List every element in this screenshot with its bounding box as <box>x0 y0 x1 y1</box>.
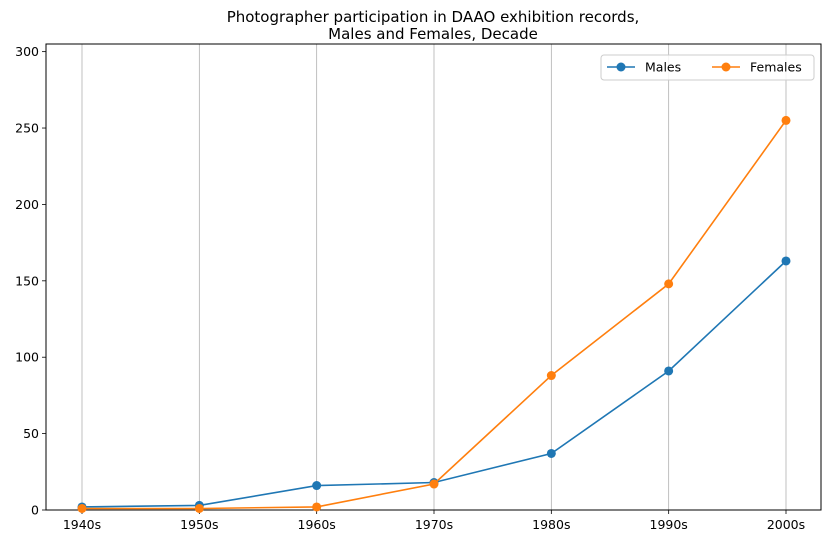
legend: Males Females <box>600 54 815 81</box>
x-tick-label: 1940s <box>63 517 101 532</box>
y-tick-label: 0 <box>31 503 39 518</box>
y-tick-label: 150 <box>15 273 39 288</box>
y-tick-label: 200 <box>15 197 39 212</box>
data-point <box>664 366 674 376</box>
x-tick-label: 1980s <box>532 517 570 532</box>
data-point <box>429 479 439 489</box>
grid-lines <box>81 44 787 510</box>
legend-label: Males <box>645 60 681 75</box>
x-tick-label: 1950s <box>180 517 218 532</box>
legend-label: Females <box>750 60 802 75</box>
data-point <box>194 503 204 513</box>
data-point <box>546 448 556 458</box>
legend-marker <box>616 62 626 72</box>
y-tick-label: 250 <box>15 121 39 136</box>
data-point <box>781 115 791 125</box>
series-layer <box>77 115 791 513</box>
data-point <box>781 256 791 266</box>
data-point <box>77 503 87 513</box>
axis-ticks: 1940s 1950s 1960s 1970s 1980s 1990s 2000s 0 50 10… <box>15 44 805 532</box>
y-tick-label: 50 <box>23 426 39 441</box>
x-tick-label: 2000s <box>767 517 805 532</box>
data-point <box>664 279 674 289</box>
chart-title-line-2: Males and Females, Decade <box>328 25 538 43</box>
plot-area-frame <box>45 43 822 511</box>
legend-marker <box>721 62 731 72</box>
x-tick-label: 1970s <box>415 517 453 532</box>
x-tick-label: 1960s <box>298 517 336 532</box>
y-tick-label: 300 <box>15 44 39 59</box>
data-point <box>546 371 556 381</box>
data-point <box>312 481 322 491</box>
data-point <box>312 502 322 512</box>
chart-title-line-1: Photographer participation in DAAO exhib… <box>227 8 640 26</box>
y-tick-label: 100 <box>15 350 39 365</box>
x-tick-label: 1990s <box>650 517 688 532</box>
series-females <box>77 115 791 513</box>
legend-box <box>600 54 815 81</box>
